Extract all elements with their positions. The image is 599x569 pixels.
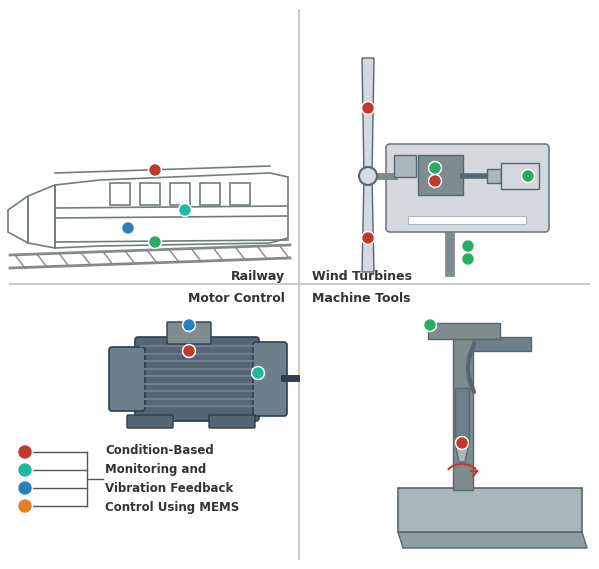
Circle shape bbox=[363, 233, 373, 243]
Circle shape bbox=[17, 444, 32, 460]
Polygon shape bbox=[362, 176, 374, 272]
Bar bbox=[455, 388, 469, 443]
Polygon shape bbox=[362, 58, 374, 176]
Circle shape bbox=[19, 464, 31, 476]
Circle shape bbox=[363, 103, 373, 113]
Circle shape bbox=[180, 205, 190, 215]
FancyBboxPatch shape bbox=[135, 337, 259, 421]
Circle shape bbox=[455, 436, 468, 450]
Circle shape bbox=[428, 175, 441, 188]
Circle shape bbox=[252, 366, 265, 380]
Circle shape bbox=[253, 368, 263, 378]
Bar bbox=[487, 169, 501, 183]
Circle shape bbox=[362, 232, 374, 245]
Circle shape bbox=[430, 176, 440, 186]
FancyBboxPatch shape bbox=[127, 415, 173, 428]
FancyBboxPatch shape bbox=[253, 342, 287, 416]
Circle shape bbox=[362, 101, 374, 114]
Circle shape bbox=[425, 320, 435, 330]
Circle shape bbox=[523, 171, 533, 181]
Circle shape bbox=[122, 221, 135, 234]
Polygon shape bbox=[455, 443, 469, 462]
Circle shape bbox=[17, 480, 32, 496]
Bar bbox=[501, 163, 539, 189]
Circle shape bbox=[428, 162, 441, 175]
FancyBboxPatch shape bbox=[386, 144, 549, 232]
Circle shape bbox=[19, 500, 31, 512]
FancyBboxPatch shape bbox=[167, 322, 211, 344]
Bar bbox=[453, 330, 473, 490]
Circle shape bbox=[17, 498, 32, 513]
Circle shape bbox=[522, 170, 534, 183]
Circle shape bbox=[150, 165, 160, 175]
Circle shape bbox=[184, 320, 194, 330]
Text: Machine Tools: Machine Tools bbox=[312, 292, 410, 305]
Circle shape bbox=[463, 254, 473, 264]
Bar bbox=[394, 155, 416, 177]
Circle shape bbox=[17, 463, 32, 477]
Circle shape bbox=[423, 319, 437, 332]
Circle shape bbox=[463, 241, 473, 251]
Bar bbox=[418, 155, 463, 195]
Circle shape bbox=[150, 237, 160, 247]
Circle shape bbox=[149, 236, 162, 249]
Circle shape bbox=[359, 167, 377, 185]
Circle shape bbox=[183, 319, 195, 332]
Text: Railway: Railway bbox=[231, 270, 285, 283]
Circle shape bbox=[179, 204, 192, 216]
Bar bbox=[473, 337, 531, 351]
Polygon shape bbox=[398, 488, 582, 532]
Bar bbox=[408, 216, 526, 224]
Circle shape bbox=[19, 446, 31, 458]
Bar bbox=[428, 323, 500, 339]
FancyBboxPatch shape bbox=[109, 347, 145, 411]
Circle shape bbox=[457, 438, 467, 448]
Circle shape bbox=[184, 346, 194, 356]
Text: Wind Turbines: Wind Turbines bbox=[312, 270, 412, 283]
Circle shape bbox=[183, 344, 195, 357]
Circle shape bbox=[19, 482, 31, 494]
Circle shape bbox=[149, 163, 162, 176]
Text: Condition-Based
Monitoring and
Vibration Feedback
Control Using MEMS: Condition-Based Monitoring and Vibration… bbox=[105, 444, 239, 514]
Polygon shape bbox=[398, 532, 587, 548]
FancyBboxPatch shape bbox=[209, 415, 255, 428]
Circle shape bbox=[123, 223, 133, 233]
Text: Motor Control: Motor Control bbox=[188, 292, 285, 305]
Circle shape bbox=[430, 163, 440, 173]
Circle shape bbox=[461, 253, 474, 266]
Circle shape bbox=[461, 240, 474, 253]
